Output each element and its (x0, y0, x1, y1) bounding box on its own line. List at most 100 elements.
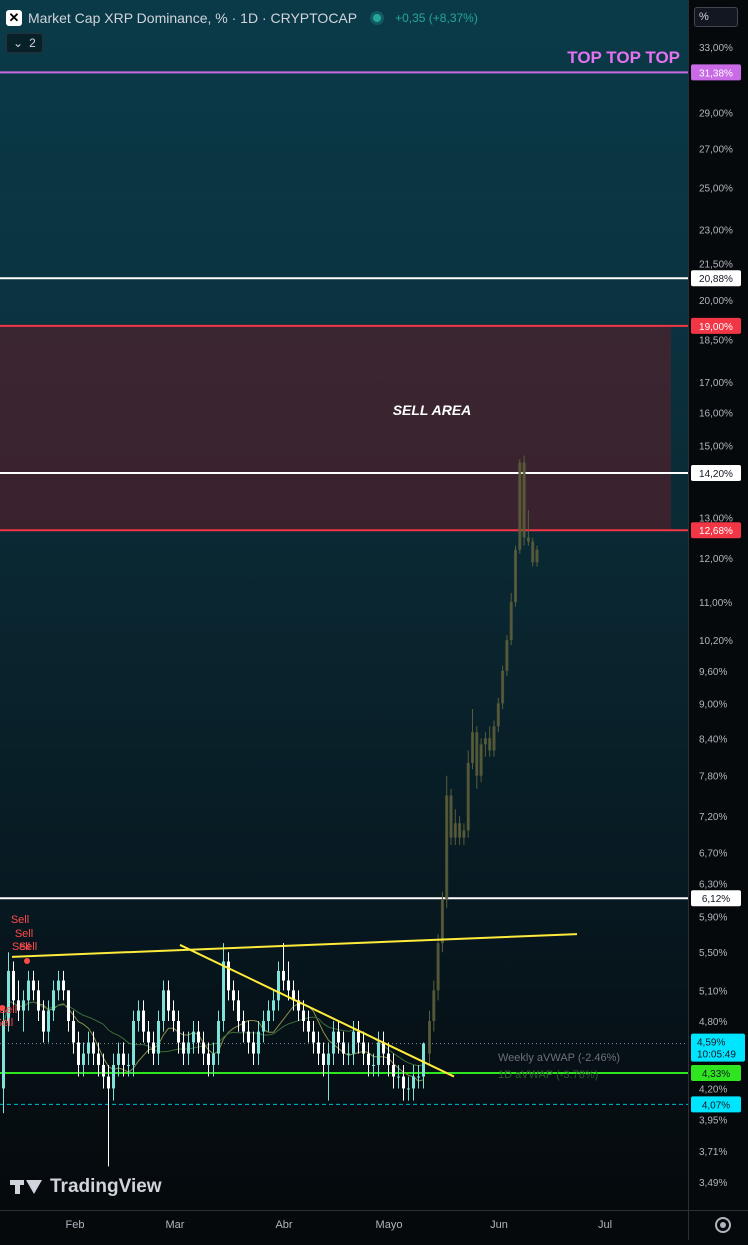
price-tick-label: 13,00% (699, 514, 733, 525)
candle-body (407, 1088, 410, 1090)
candle-body (7, 970, 10, 1021)
price-tick-label: 23,00% (699, 225, 733, 236)
level-badge (691, 465, 741, 482)
market-status-icon (373, 14, 382, 22)
candle-body (32, 980, 35, 991)
projection-body (509, 602, 513, 641)
candle-body (57, 980, 60, 991)
level-badge-label: 6,12% (702, 894, 730, 905)
price-axis[interactable]: 33,00% 29,00% 27,00% 25,00% 23,00% 21,50% 20,0… (688, 0, 748, 1210)
price-tick-label: 7,20% (699, 812, 727, 823)
candle-body (402, 1076, 405, 1089)
price-tick-label: 25,00% (699, 183, 733, 194)
projection-body (479, 744, 483, 776)
xrp-logo-icon: ✕ (6, 10, 22, 26)
price-change: +0,35 (+8,37%) (395, 11, 478, 25)
chart-header: ✕ Market Cap XRP Dominance, % · 1D · CRY… (6, 8, 478, 28)
projection-body (445, 795, 449, 900)
candle-body (412, 1076, 415, 1089)
candle-body (417, 1076, 420, 1078)
candle-body (327, 1053, 330, 1065)
price-tick-label: 21,50% (699, 259, 733, 270)
candle-body (147, 1031, 150, 1043)
watermark-text: TradingView (50, 1176, 162, 1197)
candle-body (52, 990, 55, 1011)
candle-body (92, 1042, 95, 1054)
level-badge-label: 4,07% (702, 1100, 730, 1111)
candle-body (342, 1042, 345, 1054)
candle-body (12, 970, 15, 1001)
scale-unit-selector[interactable]: % (694, 7, 738, 27)
projection-body (462, 830, 466, 838)
candle-body (152, 1042, 155, 1054)
candle-body (77, 1042, 80, 1065)
candle-body (82, 1053, 85, 1065)
trendline (179, 944, 455, 1078)
price-tick-label: 29,00% (699, 108, 733, 119)
projection-body (518, 462, 522, 550)
time-axis[interactable]: Feb Mar Abr Mayo Jun Jul (0, 1210, 688, 1240)
gear-icon[interactable] (715, 1217, 731, 1233)
level-badge-label: 19,00% (699, 322, 733, 333)
price-tick-label: 5,50% (699, 948, 727, 959)
projection-body (483, 738, 487, 745)
sell-area-label: SELL AREA (393, 402, 472, 418)
candle-body (27, 980, 30, 1001)
price-tick-label: 4,80% (699, 1017, 727, 1028)
level-badge (691, 317, 741, 334)
settings-corner[interactable] (688, 1210, 748, 1240)
level-badge (691, 522, 741, 539)
price-tick-label: 3,95% (699, 1115, 727, 1126)
candle-body (137, 1010, 140, 1021)
candle-body (262, 1020, 265, 1032)
price-tick-label: 18,50% (699, 335, 733, 346)
projection-body (488, 738, 492, 751)
sell-signal-label: Sell (11, 914, 29, 926)
chart-pane[interactable]: TOP TOP TOP SELL AREA Sell Sell Sell Sell Sell… (0, 0, 688, 1210)
candle-body (2, 1020, 5, 1089)
candle-body (247, 1031, 250, 1043)
sell-signal-label: Sell (19, 941, 37, 953)
price-tick-label: 6,30% (699, 880, 727, 891)
price-tick-label: 16,00% (699, 409, 733, 420)
candle-body (257, 1031, 260, 1054)
level-badge (691, 1065, 741, 1082)
candle-body (122, 1053, 125, 1065)
candle-body (87, 1042, 90, 1054)
sell-signal-label: Sell (15, 928, 33, 940)
candle-body (222, 961, 225, 1021)
candle-body (112, 1064, 115, 1089)
projection-body (449, 795, 453, 838)
sell-signal-marker (0, 1005, 5, 1011)
candle-body (127, 1064, 130, 1066)
projection-body (436, 943, 440, 991)
candle-body (397, 1076, 400, 1078)
candle-body (377, 1042, 380, 1065)
candle-body (312, 1031, 315, 1043)
projection-body (458, 823, 462, 838)
projection-body (531, 541, 535, 563)
candle-body (252, 1042, 255, 1054)
candle-body (117, 1053, 120, 1065)
candle-body (212, 1053, 215, 1065)
candle-body (302, 1010, 305, 1021)
candle-body (22, 1000, 25, 1011)
projection-body (432, 990, 436, 1021)
projection-body (501, 670, 505, 704)
candle-body (62, 980, 65, 991)
level-badge (691, 270, 741, 287)
indicators-toggle[interactable]: ⌄ 2 (6, 33, 43, 53)
candle-body (167, 990, 170, 1011)
tradingview-logo: TradingView (10, 1176, 162, 1198)
time-tick-label: Mar (166, 1219, 185, 1231)
projection-body (466, 762, 470, 831)
current-price-badge (691, 1033, 745, 1062)
sell-signal-label: Sell (12, 941, 30, 953)
candle-body (317, 1042, 320, 1054)
candle-body (282, 970, 285, 981)
candle-body (242, 1020, 245, 1032)
candle-body (347, 1053, 350, 1055)
symbol-title[interactable]: Market Cap XRP Dominance, % · 1D · CRYPT… (28, 10, 358, 26)
sell-area-zone (0, 325, 671, 531)
